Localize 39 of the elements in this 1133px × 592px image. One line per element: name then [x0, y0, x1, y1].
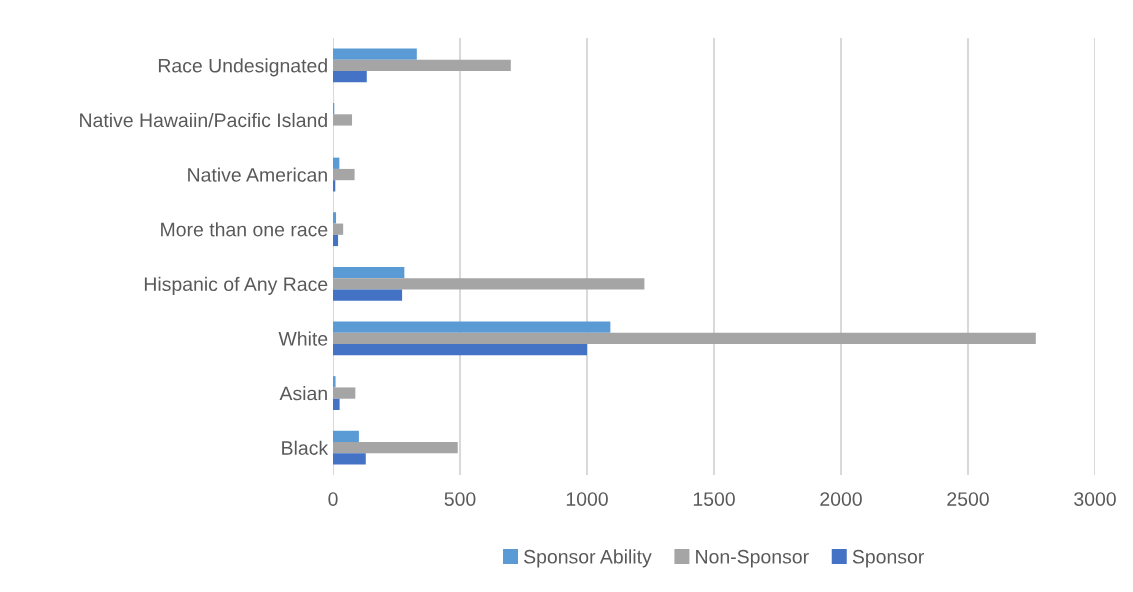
bar — [333, 442, 458, 454]
y-tick-label: Black — [282, 440, 329, 455]
bar — [333, 157, 340, 169]
legend-label: Sponsor — [852, 549, 924, 568]
bar — [333, 59, 511, 71]
bar — [333, 223, 344, 235]
legend-label: Non-Sponsor — [696, 549, 809, 568]
bar — [333, 234, 339, 247]
bar — [333, 387, 356, 399]
y-tick-label: Native Hawaiin/Pacific Island — [80, 112, 327, 128]
legend-label: Sponsor Ability — [524, 549, 652, 568]
bar — [333, 168, 355, 181]
x-tick-label: 3000 — [1074, 492, 1116, 506]
x-tick-label: 0 — [328, 492, 338, 506]
bar — [333, 48, 417, 60]
bar — [333, 376, 336, 388]
x-tick-label: 1500 — [693, 492, 735, 506]
y-tick-label: Native American — [188, 167, 327, 182]
y-tick-label: White — [278, 331, 328, 346]
y-tick-label: Race Undesignated — [158, 58, 327, 77]
bar — [333, 266, 405, 279]
y-tick-label: Hispanic of Any Race — [144, 276, 328, 295]
y-tick-label: More than one race — [161, 222, 328, 237]
bar — [333, 212, 337, 224]
bar — [333, 344, 587, 356]
bar — [333, 289, 403, 301]
x-tick-label: 2000 — [820, 492, 862, 506]
bar — [333, 70, 367, 83]
bar — [333, 453, 366, 465]
bar — [333, 332, 1036, 345]
bar — [333, 430, 359, 443]
x-tick-label: 500 — [444, 492, 476, 506]
bar — [333, 114, 353, 126]
bar — [333, 398, 340, 410]
x-tick-label: 1000 — [566, 492, 608, 506]
bar — [333, 321, 611, 333]
y-tick-label: Asian — [279, 386, 327, 401]
bar — [333, 278, 645, 290]
x-tick-label: 2500 — [947, 492, 989, 506]
